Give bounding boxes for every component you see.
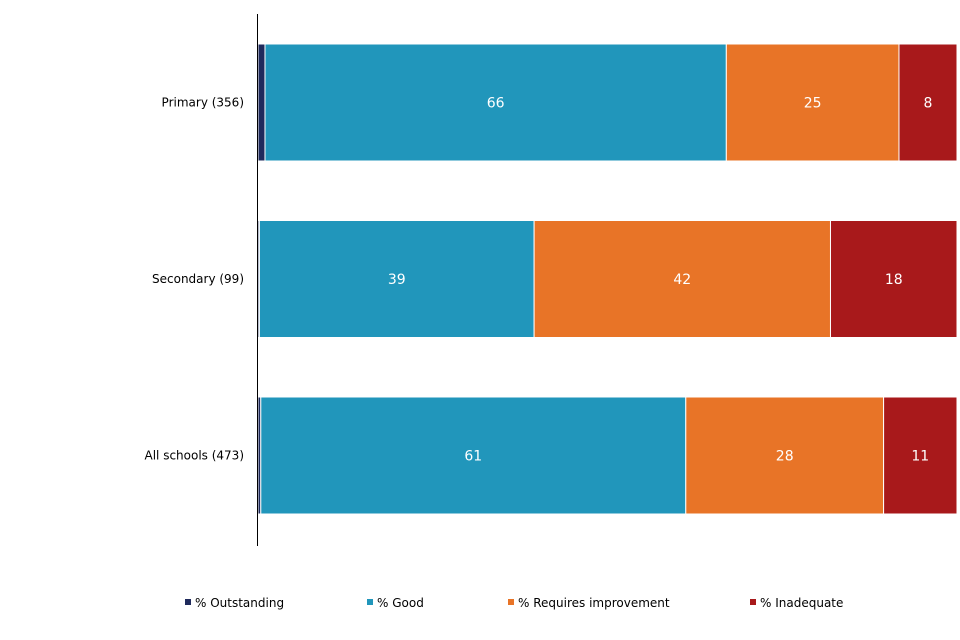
bars-layer: 166258394218612811 (257, 43, 958, 515)
category-label: Primary (356) (162, 96, 244, 110)
bar-segment (264, 43, 727, 162)
bar-segment (685, 396, 885, 515)
bar-segment (258, 220, 535, 338)
legend-item: % Inadequate (750, 596, 843, 610)
data-label: 66 (487, 96, 505, 112)
data-label: 18 (885, 272, 903, 288)
data-label: 42 (673, 272, 691, 288)
legend-label: % Good (377, 596, 424, 610)
bar-segment (829, 220, 958, 338)
legend-swatch (367, 599, 373, 605)
bar-segment (260, 396, 687, 515)
legend-item: % Good (367, 596, 424, 610)
data-label: 11 (911, 449, 929, 465)
legend-label: % Outstanding (195, 596, 284, 610)
category-label: Secondary (99) (152, 272, 244, 286)
category-label: All schools (473) (145, 449, 245, 463)
legend-swatch (508, 599, 514, 605)
data-label: 25 (804, 96, 822, 112)
category-labels: Primary (356) Secondary (99) All schools (… (145, 96, 245, 463)
data-label: 8 (924, 96, 933, 112)
data-label: 39 (388, 272, 406, 288)
legend: % Outstanding % Good % Requires improvemen… (185, 596, 843, 610)
data-label: 61 (464, 449, 482, 465)
legend-swatch (185, 599, 191, 605)
bar-segment (898, 43, 958, 162)
bar-segment (257, 43, 266, 162)
legend-swatch (750, 599, 756, 605)
bar-segment (883, 396, 958, 515)
bar-segment (725, 43, 900, 162)
legend-item: % Outstanding (185, 596, 284, 610)
data-label: 28 (776, 449, 794, 465)
legend-label: % Inadequate (760, 596, 843, 610)
legend-item: % Requires improvement (508, 596, 670, 610)
legend-label: % Requires improvement (518, 596, 670, 610)
